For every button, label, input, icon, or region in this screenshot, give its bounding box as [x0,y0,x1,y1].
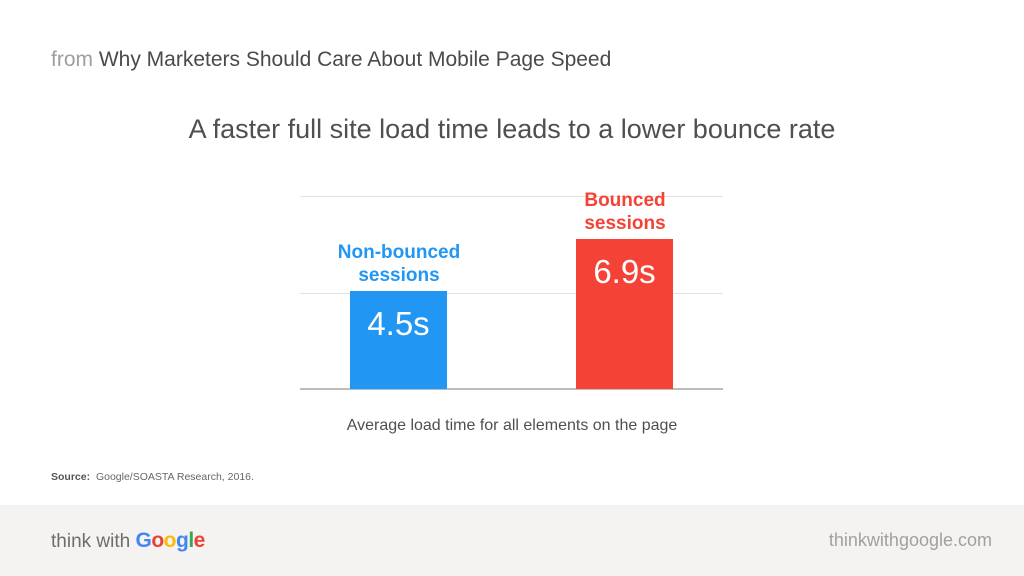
logo-letter: e [193,529,206,552]
x-axis-label: Average load time for all elements on th… [346,417,678,434]
bar-non-bounced: 4.5s [350,291,447,389]
logo-letter: o [151,529,164,552]
source-text: Google/SOASTA Research, 2016. [95,471,254,483]
article-source-line: from Why Marketers Should Care About Mob… [51,48,611,72]
source-label: Source: [51,471,91,483]
think-with-google-logo: think with Google [51,529,205,553]
bar-bounced: 6.9s [576,239,673,389]
label-line: Bounced [584,190,666,211]
from-label: from [51,48,93,71]
label-line: sessions [358,265,440,286]
gridline [300,196,723,197]
source-note: Source: Google/SOASTA Research, 2016. [51,471,254,483]
logo-letter: o [163,529,177,552]
logo-letter: l [188,529,194,552]
logo-letter: G [135,529,152,552]
label-line: Non-bounced [337,242,461,263]
bar-chart: 4.5s 6.9s Non-bounced sessions Bounced s… [299,190,723,390]
x-axis [300,388,723,390]
site-url[interactable]: thinkwithgoogle.com [828,530,992,550]
article-title: Why Marketers Should Care About Mobile P… [98,48,612,71]
footer: think with Google thinkwithgoogle.com [0,505,1024,576]
brand-prefix: think with [51,531,131,552]
bar-label-bounced: Bounced sessions [525,189,725,235]
gridline [300,293,723,294]
google-wordmark: Google [135,529,206,552]
bar-value: 4.5s [367,305,430,342]
logo-letter: g [175,529,189,552]
label-line: sessions [584,213,666,234]
bar-value: 6.9s [593,253,656,290]
chart-title: A faster full site load time leads to a … [188,114,836,144]
bar-label-non-bounced: Non-bounced sessions [299,241,499,287]
